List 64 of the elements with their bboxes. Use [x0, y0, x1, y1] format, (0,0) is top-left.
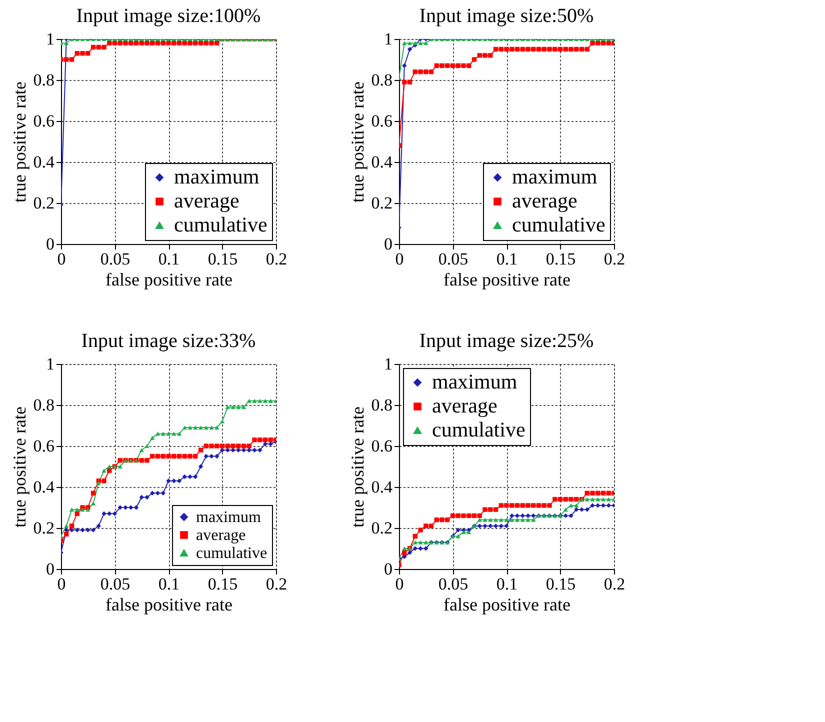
y-tick-label: 0.4 — [371, 152, 393, 172]
y-tick-label: 0.4 — [33, 152, 55, 172]
y-tick-label: 0 — [384, 560, 392, 578]
y-tick-label: 0.8 — [33, 70, 54, 90]
legend-label: cumulative — [174, 212, 268, 236]
x-tick-label: 0.1 — [158, 250, 180, 268]
y-tick-label: 0.6 — [33, 436, 54, 456]
legend-label: cumulative — [512, 212, 606, 236]
x-tick-label: 0.2 — [604, 250, 626, 268]
y-tick-label: 0.8 — [371, 396, 392, 414]
y-tick-label: 0.2 — [371, 518, 392, 538]
x-tick-label: 0.2 — [604, 574, 626, 594]
legend-label: maximum — [512, 164, 598, 188]
x-tick-label: 0.05 — [100, 574, 130, 594]
x-tick-label: 0.15 — [208, 250, 238, 268]
x-tick-label: 0.05 — [438, 250, 468, 268]
y-tick-label: 0.4 — [371, 478, 393, 496]
x-tick-label: 0.15 — [546, 574, 576, 594]
y-tick-label: 1 — [384, 30, 392, 48]
x-axis-title: false positive rate — [106, 270, 232, 290]
y-tick-label: 0.6 — [371, 436, 392, 456]
x-tick-label: 0.2 — [266, 250, 288, 268]
chart-title: Input image size:50% — [419, 5, 594, 27]
x-axis-title: false positive rate — [444, 270, 570, 290]
y-tick-label: 0.6 — [371, 112, 392, 130]
y-tick-label: 0.6 — [33, 112, 54, 130]
chart-title: Input image size:25% — [419, 330, 594, 352]
y-axis-title: true positive rate — [9, 406, 30, 528]
legend-label: average — [432, 394, 498, 418]
y-tick-label: 0.8 — [371, 70, 392, 90]
x-tick-label: 0.05 — [100, 250, 130, 268]
y-tick-label: 0.2 — [33, 518, 54, 538]
legend-label: maximum — [174, 164, 260, 188]
y-axis-title: true positive rate — [9, 82, 30, 202]
legend-label: average — [174, 188, 240, 212]
x-tick-label: 0.15 — [208, 574, 238, 594]
y-tick-label: 1 — [46, 354, 54, 374]
legend-label: cumulative — [196, 545, 268, 562]
legend-label: average — [196, 527, 246, 544]
y-tick-label: 0 — [384, 234, 392, 254]
y-tick-label: 0.2 — [371, 194, 392, 212]
chart-title: Input image size:100% — [76, 5, 261, 27]
chart-title: Input image size:33% — [81, 330, 256, 352]
y-axis-title: true positive rate — [347, 82, 368, 202]
y-tick-label: 0.8 — [33, 396, 54, 414]
y-tick-label: 0.2 — [33, 194, 54, 212]
legend-label: maximum — [432, 370, 518, 394]
y-axis-title: true positive rate — [347, 406, 368, 528]
x-tick-label: 0.1 — [496, 250, 518, 268]
x-tick-label: 0.1 — [158, 574, 180, 594]
y-tick-label: 0 — [46, 234, 54, 254]
x-tick-label: 0.1 — [496, 574, 518, 594]
legend-label: maximum — [196, 509, 262, 526]
x-tick-label: 0.2 — [266, 574, 288, 594]
x-axis-title: false positive rate — [444, 594, 570, 614]
legend-label: cumulative — [432, 418, 526, 442]
y-tick-label: 0 — [46, 560, 54, 578]
legend-label: average — [512, 188, 578, 212]
x-tick-label: 0.15 — [546, 250, 576, 268]
x-tick-label: 0.05 — [438, 574, 468, 594]
y-tick-label: 1 — [46, 30, 54, 48]
x-axis-title: false positive rate — [106, 594, 232, 614]
y-tick-label: 0.4 — [33, 478, 55, 496]
y-tick-label: 1 — [384, 354, 392, 374]
